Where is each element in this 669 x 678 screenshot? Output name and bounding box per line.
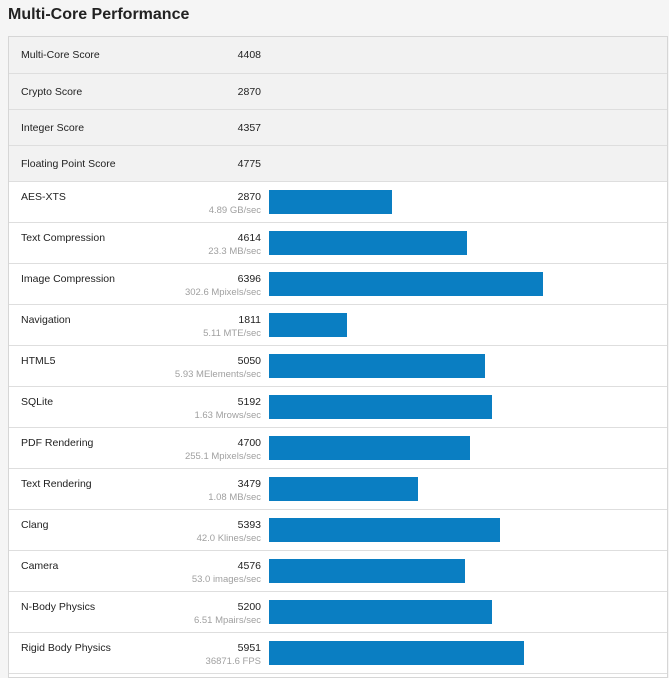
benchmark-score: 4614 bbox=[237, 232, 261, 244]
benchmark-label: Image Compression bbox=[21, 273, 115, 285]
benchmark-score: 5192 bbox=[237, 396, 261, 408]
benchmark-score: 4576 bbox=[237, 560, 261, 572]
benchmark-score: 5951 bbox=[237, 642, 261, 654]
score-bar bbox=[269, 231, 467, 255]
benchmark-rate: 1.08 MB/sec bbox=[208, 492, 261, 503]
score-bar bbox=[269, 436, 470, 460]
benchmark-rate: 53.0 images/sec bbox=[191, 574, 261, 585]
benchmark-label: PDF Rendering bbox=[21, 437, 94, 449]
summary-score: 4408 bbox=[237, 49, 261, 61]
benchmark-rate: 255.1 Mpixels/sec bbox=[184, 451, 261, 462]
benchmark-label: Camera bbox=[21, 560, 59, 572]
benchmark-score: 5393 bbox=[237, 519, 261, 531]
benchmark-score: 2870 bbox=[237, 191, 261, 203]
score-bar bbox=[269, 518, 500, 542]
benchmark-row: Text Compression 4614 23.3 MB/sec bbox=[9, 223, 667, 264]
benchmark-row: AES-XTS 2870 4.89 GB/sec bbox=[9, 182, 667, 223]
score-bar bbox=[269, 272, 543, 296]
summary-label: Integer Score bbox=[21, 122, 85, 134]
benchmark-label: Navigation bbox=[21, 314, 71, 326]
benchmark-score: 5200 bbox=[237, 601, 261, 613]
benchmark-row: Text Rendering 3479 1.08 MB/sec bbox=[9, 469, 667, 510]
benchmark-rate: 23.3 MB/sec bbox=[208, 246, 261, 257]
benchmark-list: AES-XTS 2870 4.89 GB/sec Text Compression 46… bbox=[9, 182, 667, 674]
score-bar bbox=[269, 395, 492, 419]
summary-score: 4357 bbox=[237, 122, 261, 134]
summary-row-integer: Integer Score 4357 bbox=[9, 110, 667, 146]
benchmark-score: 6396 bbox=[237, 273, 261, 285]
benchmark-rate: 42.0 Klines/sec bbox=[196, 533, 261, 544]
summary-label: Crypto Score bbox=[21, 86, 83, 98]
summary-score: 2870 bbox=[237, 86, 261, 98]
benchmark-score: 4700 bbox=[237, 437, 261, 449]
summary-row-crypto: Crypto Score 2870 bbox=[9, 74, 667, 110]
benchmark-rate: 36871.6 FPS bbox=[205, 656, 261, 667]
benchmark-row: Camera 4576 53.0 images/sec bbox=[9, 551, 667, 592]
benchmark-row: Rigid Body Physics 5951 36871.6 FPS bbox=[9, 633, 667, 674]
benchmark-label: Text Rendering bbox=[21, 478, 92, 490]
summary-score: 4775 bbox=[237, 158, 261, 170]
benchmark-rate: 6.51 Mpairs/sec bbox=[193, 615, 261, 626]
benchmark-row: SQLite 5192 1.63 Mrows/sec bbox=[9, 387, 667, 428]
benchmark-row: PDF Rendering 4700 255.1 Mpixels/sec bbox=[9, 428, 667, 469]
page-title: Multi-Core Performance bbox=[8, 6, 190, 23]
benchmark-rate: 302.6 Mpixels/sec bbox=[184, 287, 261, 298]
score-bar bbox=[269, 477, 418, 501]
score-bar bbox=[269, 354, 485, 378]
benchmark-score: 1811 bbox=[238, 314, 261, 326]
summary-label: Floating Point Score bbox=[21, 158, 116, 170]
score-bar bbox=[269, 190, 392, 214]
benchmark-rate: 5.93 MElements/sec bbox=[174, 369, 261, 380]
benchmark-rate: 5.11 MTE/sec bbox=[203, 328, 261, 339]
benchmark-label: SQLite bbox=[21, 396, 54, 408]
benchmark-row: Image Compression 6396 302.6 Mpixels/sec bbox=[9, 264, 667, 305]
benchmark-label: Text Compression bbox=[21, 232, 106, 244]
benchmark-label: HTML5 bbox=[21, 355, 56, 367]
benchmark-rate: 1.63 Mrows/sec bbox=[194, 410, 261, 421]
benchmark-label: Rigid Body Physics bbox=[21, 642, 111, 654]
benchmark-label: Clang bbox=[21, 519, 49, 531]
score-bar bbox=[269, 600, 492, 624]
benchmark-score: 5050 bbox=[237, 355, 261, 367]
score-bar bbox=[269, 559, 465, 583]
benchmark-row: Navigation 1811 5.11 MTE/sec bbox=[9, 305, 667, 346]
benchmark-label: N-Body Physics bbox=[21, 601, 96, 613]
benchmark-rate: 4.89 GB/sec bbox=[208, 205, 261, 216]
benchmark-score: 3479 bbox=[237, 478, 261, 490]
summary-row-floating-point: Floating Point Score 4775 bbox=[9, 146, 667, 182]
benchmark-row: N-Body Physics 5200 6.51 Mpairs/sec bbox=[9, 592, 667, 633]
results-table: Multi-Core Score 4408 Crypto Score 2870 … bbox=[8, 36, 668, 678]
summary-label: Multi-Core Score bbox=[21, 49, 100, 61]
score-bar bbox=[269, 313, 347, 337]
score-bar bbox=[269, 641, 524, 665]
summary-row-multi-core: Multi-Core Score 4408 bbox=[9, 37, 667, 74]
benchmark-row: Clang 5393 42.0 Klines/sec bbox=[9, 510, 667, 551]
benchmark-row: HTML5 5050 5.93 MElements/sec bbox=[9, 346, 667, 387]
benchmark-label: AES-XTS bbox=[21, 191, 66, 203]
